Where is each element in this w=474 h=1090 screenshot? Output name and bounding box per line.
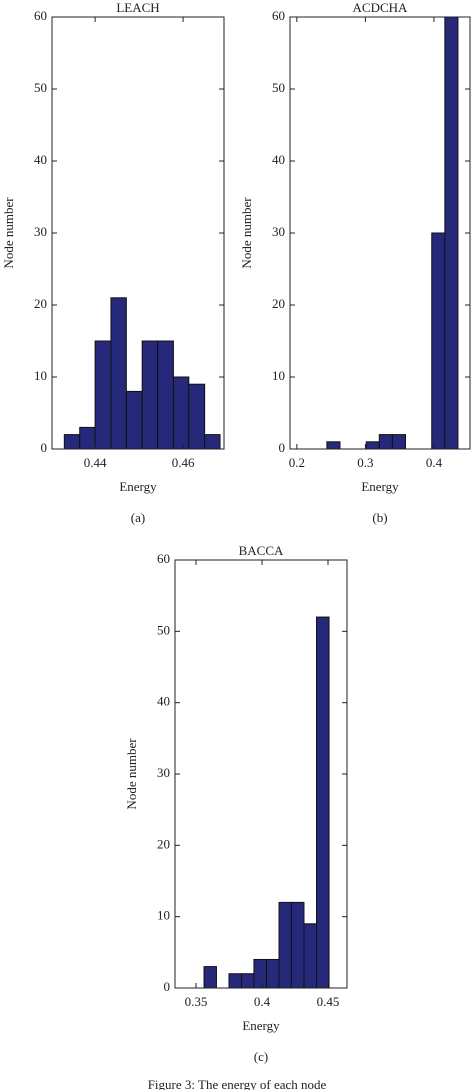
bar [79,426,96,450]
y-tick-label: 10 [34,368,47,383]
bar [365,441,380,450]
bar [204,434,221,450]
y-tick-label: 40 [34,152,47,167]
y-tick-label: 0 [41,440,48,455]
y-tick-label: 60 [34,8,47,23]
bar [157,340,174,450]
y-tick-label: 10 [157,908,170,923]
y-tick-label: 10 [272,368,285,383]
bar [303,923,318,989]
chart-title: ACDCHA [353,0,409,15]
x-axis-label: Energy [119,479,157,494]
x-tick-label: 0.45 [317,994,340,1009]
bar [444,16,459,450]
y-axis-label: Node number [124,738,139,810]
bar [241,973,255,989]
bar [316,616,330,989]
y-tick-label: 30 [272,224,285,239]
subfigure-caption: (c) [254,1049,268,1064]
x-tick-label: 0.2 [289,455,305,470]
bar [63,434,81,450]
x-axis-label: Energy [242,1018,280,1033]
bar [290,901,305,989]
y-tick-label: 30 [34,224,47,239]
bar [278,901,292,989]
bar [378,434,393,450]
y-tick-label: 40 [272,152,285,167]
x-tick-label: 0.46 [172,455,195,470]
bar [110,297,127,450]
x-tick-label: 0.35 [185,994,208,1009]
bar [326,441,341,450]
y-tick-label: 60 [272,8,285,23]
y-axis-label: Node number [1,197,16,269]
y-tick-label: 20 [272,296,285,311]
bar [94,340,112,450]
bar [431,232,446,450]
y-tick-label: 50 [34,80,47,95]
y-tick-label: 30 [157,765,170,780]
chart-title: LEACH [116,0,159,15]
figure-caption: Figure 3: The energy of each node [148,1077,327,1090]
subfigure-caption: (a) [131,510,145,525]
bar [125,390,143,450]
chart-title: BACCA [239,543,284,558]
y-tick-label: 50 [157,622,170,637]
y-tick-label: 20 [157,836,170,851]
bar [141,340,159,450]
y-tick-label: 0 [279,440,286,455]
y-tick-label: 0 [164,979,171,994]
bar [228,973,243,989]
bar [391,434,406,450]
x-tick-label: 0.44 [84,455,107,470]
y-tick-label: 40 [157,694,170,709]
y-tick-label: 50 [272,80,285,95]
bar [265,958,280,989]
x-tick-label: 0.3 [357,455,373,470]
y-tick-label: 20 [34,296,47,311]
bar [203,966,217,989]
bar [188,383,206,450]
x-tick-label: 0.4 [254,994,271,1009]
x-axis-label: Energy [361,479,399,494]
subfigure-caption: (b) [372,510,387,525]
y-axis-label: Node number [239,197,254,269]
bar [172,376,190,450]
x-tick-label: 0.4 [426,455,443,470]
bar [253,958,267,989]
y-tick-label: 60 [157,551,170,566]
